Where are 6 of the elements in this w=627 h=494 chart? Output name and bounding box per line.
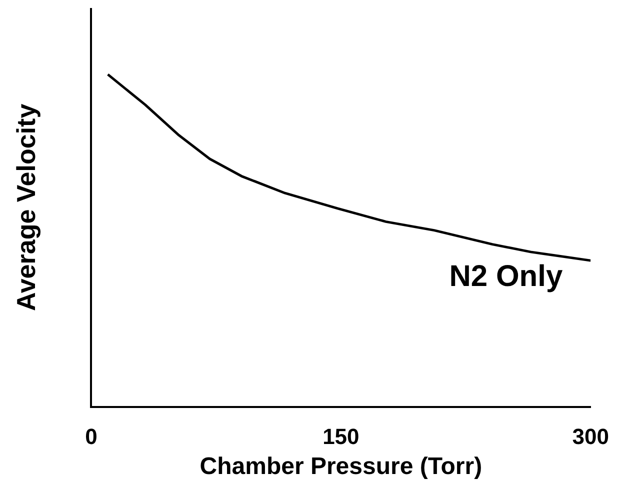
x-tick-label: 0 [85,424,98,450]
x-tick-label: 300 [572,424,610,450]
series-label: N2 Only [449,260,563,293]
x-axis-title: Chamber Pressure (Torr) [200,453,482,480]
y-axis-title: Average Velocity [10,103,41,311]
x-tick-label: 150 [322,424,360,450]
